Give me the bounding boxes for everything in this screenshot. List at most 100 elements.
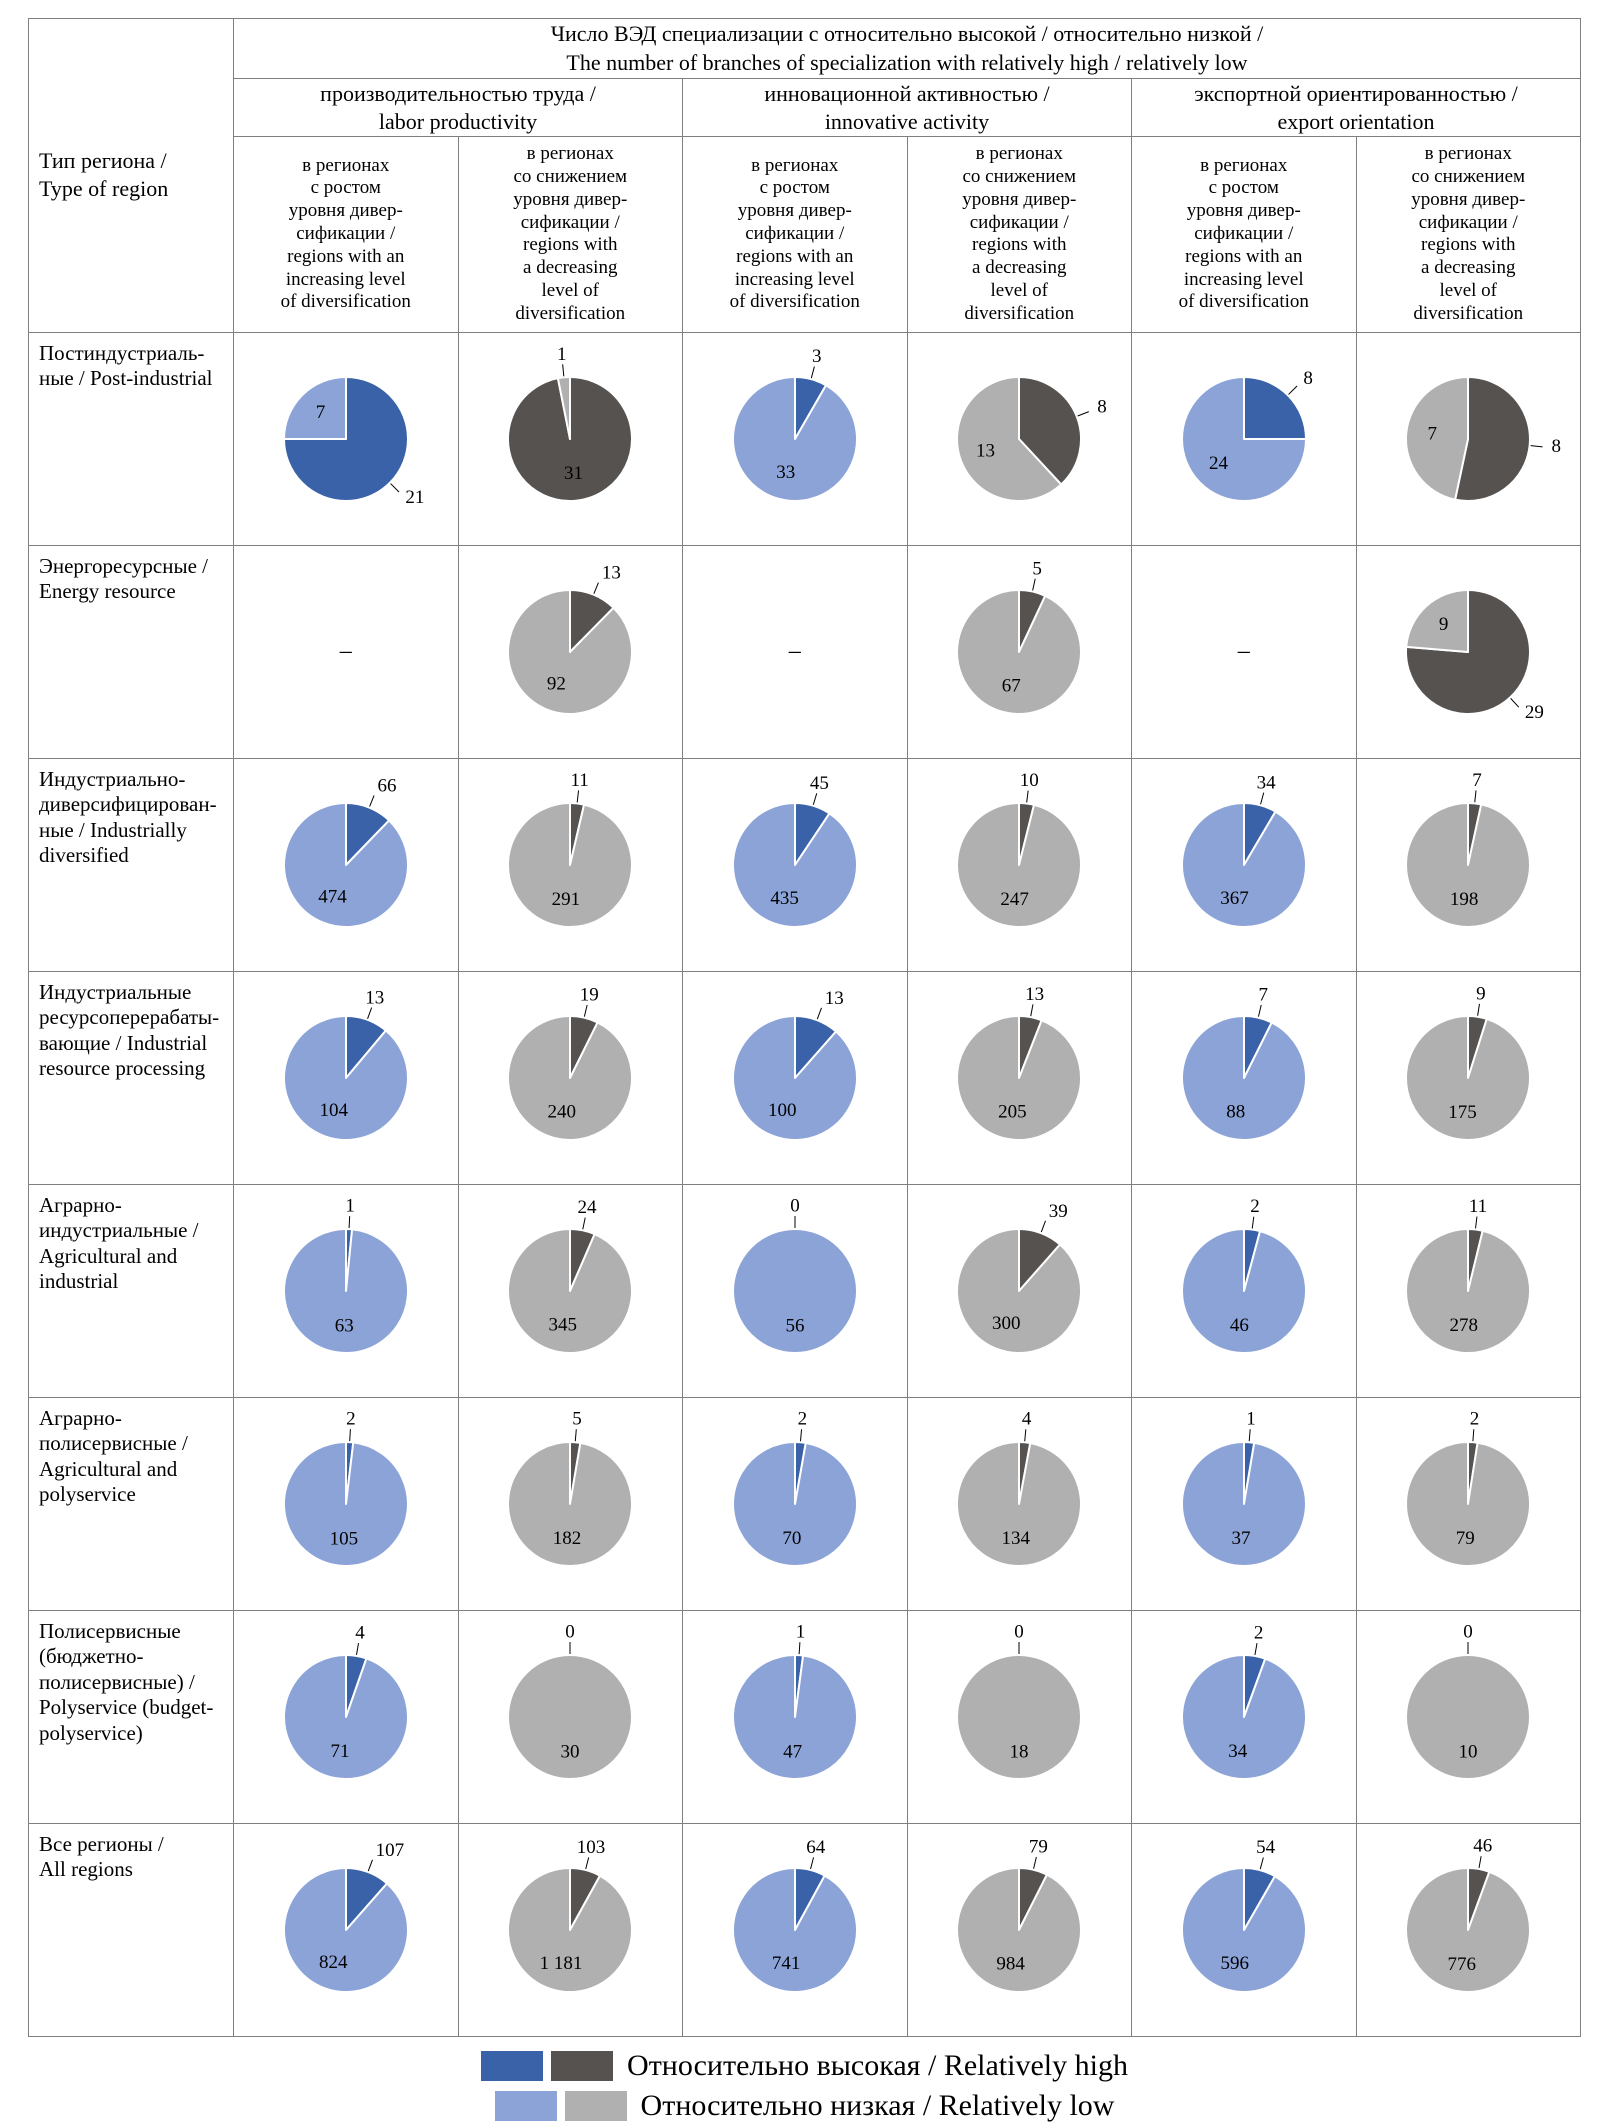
pie-slice-low [507, 1227, 634, 1354]
pie-chart: 1 37 [1180, 1408, 1307, 1567]
region-type-label: Постиндустриаль- ные / Post-industrial [28, 331, 234, 546]
pie-cell-export-orientation-decreasing: 0 10 [1355, 1609, 1581, 1824]
label-leader-line [1510, 697, 1520, 708]
pie-chart: 45 435 [731, 773, 858, 928]
pie-slice-low [1180, 375, 1307, 502]
label-leader-line [799, 1428, 802, 1441]
table-title: Число ВЭД специализации с относительно в… [233, 17, 1581, 80]
label-leader-line [348, 1428, 351, 1441]
pie-chart: 66 474 [282, 775, 409, 928]
pie-inside-value: 31 [564, 463, 583, 484]
pie-chart: 7 198 [1405, 769, 1532, 928]
pie-chart: 5 67 [956, 558, 1083, 715]
label-leader-line [1030, 1003, 1034, 1016]
pie-slice-low [731, 1440, 858, 1567]
group-header-export-orientation: экспортной ориентированностью / export o… [1131, 78, 1581, 138]
pie-outside-value: 1 [557, 343, 567, 364]
pie-inside-value: 345 [549, 1314, 578, 1335]
pie-chart: 54 596 [1180, 1837, 1307, 1993]
label-leader-line [366, 1006, 372, 1019]
pie-inside-value: 33 [776, 462, 795, 483]
pie-slice-low [1405, 801, 1532, 928]
pie-chart: 29 9 [1405, 588, 1544, 723]
pie-outside-value: 1 [345, 1195, 355, 1216]
label-leader-line [1024, 1428, 1027, 1441]
legend-swatch-low-blue [494, 2090, 557, 2121]
subheader-labor-decreasing: в регионах со снижением уровня дивер- си… [457, 136, 683, 333]
pie-outside-value: 21 [405, 486, 424, 507]
pie-inside-value: 1 181 [540, 1953, 583, 1974]
pie-inside-value: 741 [772, 1953, 801, 1974]
pie-outside-value: 7 [1472, 769, 1482, 790]
pie-cell-innovative-activity-decreasing: 79 984 [906, 1822, 1132, 2037]
pie-chart: 34 367 [1180, 772, 1307, 928]
pie-outside-value: 0 [566, 1621, 576, 1642]
pie-cell-export-orientation-increasing: 2 34 [1131, 1609, 1357, 1824]
pie-inside-value: 291 [552, 889, 581, 910]
pie-inside-value: 24 [1209, 452, 1229, 473]
pie-inside-value: 7 [1428, 423, 1438, 444]
pie-chart: 0 18 [956, 1621, 1083, 1780]
pie-inside-value: 205 [998, 1101, 1027, 1122]
pie-outside-value: 2 [797, 1408, 807, 1429]
table-row: Индустриальные ресурсоперерабаты- вающие… [28, 970, 1581, 1185]
pie-slice-low [507, 801, 634, 928]
pie-chart: 13 92 [507, 562, 634, 715]
label-leader-line [585, 1856, 590, 1869]
pie-outside-value: 2 [1254, 1622, 1264, 1643]
pie-outside-value: 1 [795, 1621, 805, 1642]
pie-outside-value: 107 [375, 1839, 403, 1860]
pie-cell-innovative-activity-decreasing: 0 18 [906, 1609, 1132, 1824]
pie-chart: 87 [1405, 375, 1562, 502]
pie-slice-low [282, 1014, 409, 1141]
pie-chart: 0 56 [731, 1195, 858, 1354]
legend-swatch-low-gray [564, 2090, 627, 2121]
region-type-label: Энергоресурсные / Energy resource [28, 544, 234, 759]
pie-cell-labor-productivity-increasing: 1 63 [233, 1183, 459, 1398]
pie-slice-low [731, 1227, 858, 1354]
pie-slice-low [282, 801, 409, 928]
pie-slice-low [956, 1014, 1083, 1141]
pie-cell-labor-productivity-decreasing: 1 31 [457, 331, 683, 546]
pie-inside-value: 46 [1230, 1315, 1249, 1336]
label-leader-line [812, 792, 817, 805]
label-leader-line [810, 365, 815, 378]
label-leader-line [593, 581, 600, 594]
pie-slice-low [1180, 1227, 1307, 1354]
pie-chart: 11 278 [1405, 1196, 1532, 1354]
legend-swatch-high-blue [481, 2050, 544, 2081]
pie-inside-value: 367 [1220, 888, 1249, 909]
pie-outside-value: 0 [1464, 1621, 1474, 1642]
pie-outside-value: 103 [577, 1837, 606, 1858]
pie-inside-value: 435 [770, 887, 799, 908]
pie-slice-low [731, 1014, 858, 1141]
label-leader-line [1026, 790, 1029, 803]
pie-chart: 5 182 [507, 1408, 634, 1567]
region-type-header: Тип региона / Type of region [28, 18, 234, 333]
pie-slice-low [731, 1653, 858, 1780]
pie-chart: 8 13 [956, 375, 1107, 502]
label-leader-line [1478, 1855, 1482, 1868]
table-row: Все регионы / All regions 107 824 103 1 181 6… [28, 1822, 1581, 2037]
pie-outside-value: 8 [1552, 436, 1562, 457]
pie-cell-labor-productivity-increasing: – [233, 544, 459, 759]
pie-slice-low [507, 1014, 634, 1141]
pie-inside-value: 79 [1456, 1528, 1475, 1549]
label-leader-line [355, 1642, 359, 1655]
pie-outside-value: 13 [602, 562, 621, 583]
pie-slice-low [956, 1440, 1083, 1567]
label-leader-line [1254, 1642, 1258, 1655]
label-leader-line [389, 482, 400, 492]
pie-chart: 4 134 [956, 1408, 1083, 1567]
subheader-innovative-increasing: в регионах с ростом уровня дивер- сифика… [682, 136, 908, 333]
pie-cell-innovative-activity-increasing: 45 435 [682, 757, 908, 972]
pie-cell-labor-productivity-increasing: 107 824 [233, 1822, 459, 2037]
label-leader-line [1259, 792, 1264, 804]
label-leader-line [1530, 444, 1543, 447]
pie-inside-value: 70 [782, 1528, 801, 1549]
pie-chart: 13 100 [731, 987, 858, 1141]
pie-cell-export-orientation-increasing: 1 37 [1131, 1396, 1357, 1611]
legend-swatch-high-gray [551, 2050, 614, 2081]
pie-chart: 1 47 [731, 1621, 858, 1780]
